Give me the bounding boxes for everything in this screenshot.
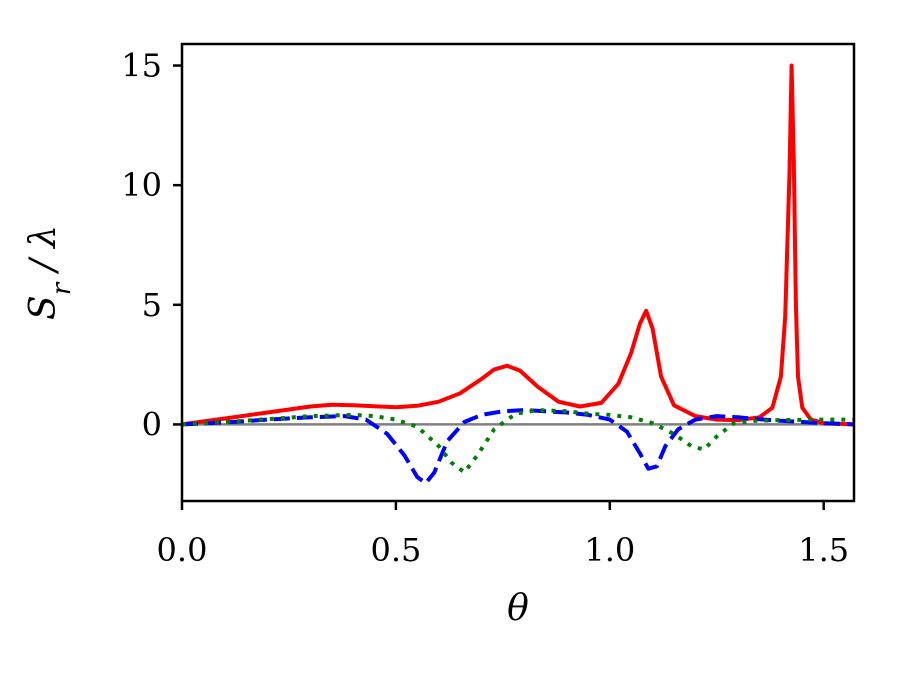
x-tick-label: 0.0: [157, 531, 208, 569]
x-axis-label: θ: [507, 588, 529, 629]
plot-frame: [180, 42, 856, 503]
tick-layer: 0.0 0.5 1.0 1.5 0 5 10 15: [121, 47, 849, 569]
y-tick-label: 10: [121, 166, 162, 204]
series-line-2: [181, 408, 855, 486]
y-axis-label: Sr / λ: [23, 225, 77, 320]
x-tick-label: 1.5: [798, 531, 849, 569]
x-tick-label: 1.0: [584, 531, 635, 569]
x-tick-label: 0.5: [370, 531, 421, 569]
series-line-1: [181, 63, 855, 427]
series-layer: [181, 63, 855, 486]
y-tick-label: 5: [142, 286, 162, 324]
y-tick-label: 0: [142, 405, 162, 443]
y-tick-label: 15: [121, 47, 162, 85]
series-line-3: [181, 408, 854, 475]
